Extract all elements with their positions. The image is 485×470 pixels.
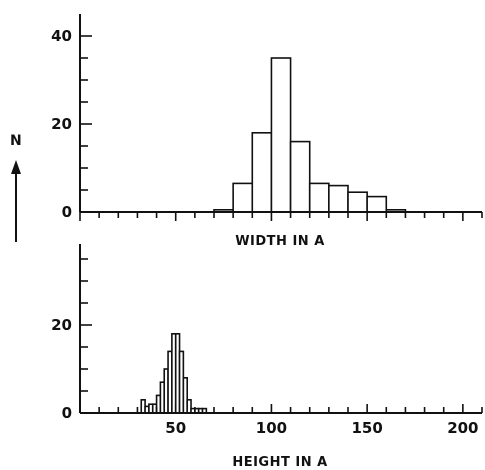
height-x-tick-label: 50 (165, 419, 186, 437)
y-axis-arrow-head (11, 160, 21, 174)
bottom-x-axis-title: HEIGHT IN A (232, 455, 327, 470)
top-x-axis-title: WIDTH IN A (235, 234, 325, 249)
width-bar (232, 182, 254, 213)
width-bar (328, 184, 349, 213)
height-x-tick-label: 200 (447, 419, 478, 437)
height-x-tick-label: 100 (256, 419, 287, 437)
height-y-tick-label: 0 (62, 404, 72, 422)
width-bar (366, 195, 388, 213)
width-bar (347, 191, 368, 213)
width-y-tick-label: 0 (62, 203, 72, 221)
width-y-tick-label: 20 (51, 115, 72, 133)
width-histogram-axes: 0 20 40 (51, 14, 483, 221)
height-y-tick-label: 20 (51, 316, 72, 334)
y-axis-label: N (10, 133, 22, 149)
width-bar (251, 132, 273, 213)
width-bar (289, 140, 311, 213)
width-bar (308, 182, 330, 213)
height-x-tick-label: 150 (351, 419, 382, 437)
height-histogram-axes: 0 20 50 100 150 200 (51, 244, 483, 437)
width-y-tick-label: 40 (51, 27, 72, 45)
width-bar (270, 57, 292, 213)
height-histogram-bars (140, 332, 208, 414)
width-histogram-bars (213, 57, 407, 213)
